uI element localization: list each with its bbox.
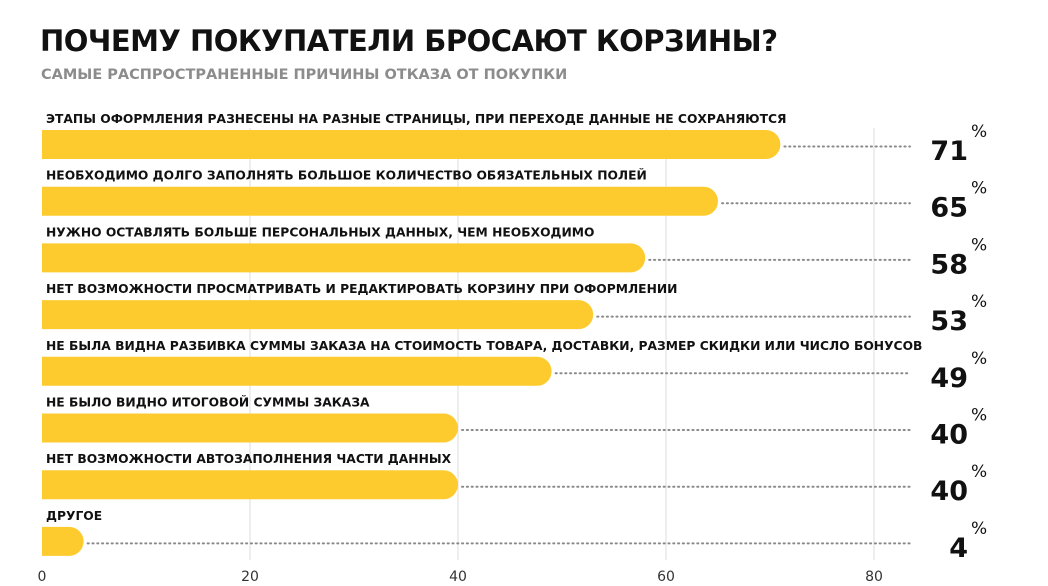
value-label: 53: [930, 306, 968, 337]
category-label: НЕТ ВОЗМОЖНОСТИ ПРОСМАТРИВАТЬ И РЕДАКТИР…: [46, 282, 677, 296]
value-label: 49: [930, 363, 968, 394]
percent-sign: %: [971, 235, 987, 255]
value-label: 4: [949, 533, 968, 564]
percent-sign: %: [971, 292, 987, 312]
percent-sign: %: [971, 179, 987, 199]
chart-subtitle: САМЫЕ РАСПРОСТРАНЕННЫЕ ПРИЧИНЫ ОТКАЗА ОТ…: [41, 67, 568, 83]
category-label: НЕОБХОДИМО ДОЛГО ЗАПОЛНЯТЬ БОЛЬШОЕ КОЛИЧ…: [46, 168, 647, 183]
x-tick-label: 20: [241, 569, 259, 585]
percent-sign: %: [971, 519, 987, 539]
bar-row: НЕ БЫЛА ВИДНА РАЗБИВКА СУММЫ ЗАКАЗА НА С…: [42, 339, 987, 394]
bar: [42, 356, 552, 386]
percent-sign: %: [971, 349, 987, 369]
bar-row: ДРУГОЕ 4%: [42, 509, 987, 564]
x-tick-label: 80: [865, 569, 883, 585]
category-label: ДРУГОЕ: [46, 509, 102, 523]
bar-row: ЭТАПЫ ОФОРМЛЕНИЯ РАЗНЕСЕНЫ НА РАЗНЫЕ СТР…: [42, 112, 987, 167]
x-tick-label: 0: [38, 569, 47, 585]
bar: [42, 243, 646, 273]
bar-row: НЕТ ВОЗМОЖНОСТИ ПРОСМАТРИВАТЬ И РЕДАКТИР…: [42, 282, 987, 337]
x-tick-label: 60: [657, 569, 675, 585]
chart-title: ПОЧЕМУ ПОКУПАТЕЛИ БРОСАЮТ КОРЗИНЫ?: [40, 24, 778, 58]
x-axis-ticks: 0 20 40 60 80: [38, 569, 883, 585]
category-label: ЭТАПЫ ОФОРМЛЕНИЯ РАЗНЕСЕНЫ НА РАЗНЫЕ СТР…: [46, 112, 787, 126]
bar-row: НУЖНО ОСТАВЛЯТЬ БОЛЬШЕ ПЕРСОНАЛЬНЫХ ДАНН…: [42, 225, 987, 280]
value-label: 65: [930, 193, 968, 224]
percent-sign: %: [971, 122, 987, 142]
value-label: 40: [930, 476, 968, 507]
bar-row: НЕТ ВОЗМОЖНОСТИ АВТОЗАПОЛНЕНИЯ ЧАСТИ ДАН…: [42, 452, 987, 507]
bar: [42, 413, 458, 443]
category-label: НУЖНО ОСТАВЛЯТЬ БОЛЬШЕ ПЕРСОНАЛЬНЫХ ДАНН…: [46, 225, 594, 239]
category-label: НЕ БЫЛО ВИДНО ИТОГОВОЙ СУММЫ ЗАКАЗА: [46, 395, 370, 410]
category-label: НЕТ ВОЗМОЖНОСТИ АВТОЗАПОЛНЕНИЯ ЧАСТИ ДАН…: [46, 452, 452, 466]
value-label: 40: [930, 420, 968, 451]
bar: [42, 130, 781, 159]
bar: [42, 526, 84, 556]
bar: [42, 470, 458, 500]
bar: [42, 186, 718, 216]
bar-row: НЕ БЫЛО ВИДНО ИТОГОВОЙ СУММЫ ЗАКАЗА 40%: [42, 395, 987, 451]
bar: [42, 300, 594, 330]
percent-sign: %: [971, 406, 987, 426]
percent-sign: %: [971, 462, 987, 482]
x-tick-label: 40: [449, 569, 467, 585]
category-label: НЕ БЫЛА ВИДНА РАЗБИВКА СУММЫ ЗАКАЗА НА С…: [46, 339, 922, 353]
bar-row: НЕОБХОДИМО ДОЛГО ЗАПОЛНЯТЬ БОЛЬШОЕ КОЛИЧ…: [42, 168, 987, 224]
value-label: 71: [930, 136, 968, 167]
value-label: 58: [930, 249, 968, 280]
